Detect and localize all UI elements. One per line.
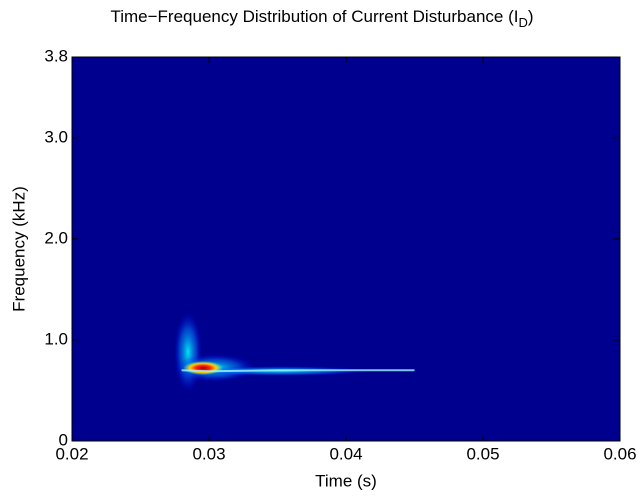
plot-background xyxy=(72,57,620,441)
frequency-ridge xyxy=(181,369,415,373)
x-tick-label: 0.05 xyxy=(466,444,499,463)
x-tick-label: 0.03 xyxy=(192,444,225,463)
x-tick-label: 0.04 xyxy=(329,444,362,463)
y-axis-label: Frequency (kHz) xyxy=(9,186,28,312)
plot-frame xyxy=(71,56,621,442)
y-tick-label: 1.0 xyxy=(44,329,68,348)
y-tick-label: 3.0 xyxy=(44,127,68,146)
y-tick-label: 0 xyxy=(59,430,68,449)
chart-title: Time−Frequency Distribution of Current D… xyxy=(110,7,533,30)
x-tick-label: 0.06 xyxy=(603,444,636,463)
y-tick-label: 3.8 xyxy=(44,46,68,65)
y-tick-label: 2.0 xyxy=(44,228,68,247)
energy-glow xyxy=(174,312,370,392)
x-axis-label: Time (s) xyxy=(315,471,377,490)
x-tick-label: 0.02 xyxy=(55,444,88,463)
